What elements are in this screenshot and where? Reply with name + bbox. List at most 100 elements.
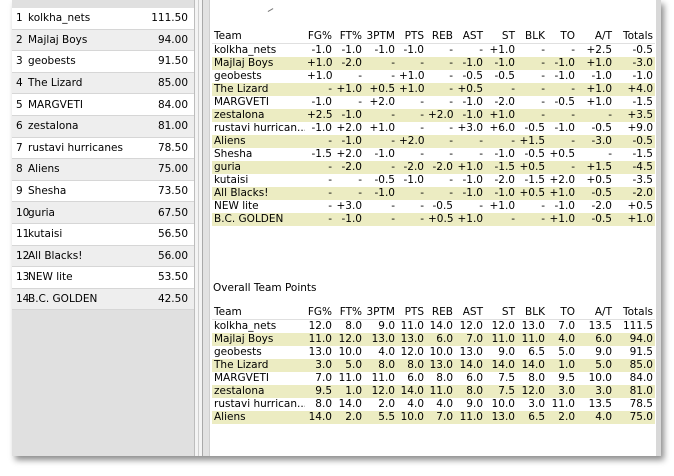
changes-value-cell: +2.0 [336, 122, 363, 134]
changes-value-cell: - [517, 83, 547, 96]
points-value-cell: 91.5 [629, 346, 653, 358]
points-value-cell: 12.0 [459, 320, 483, 332]
points-col-header[interactable]: Totals [614, 306, 655, 320]
points-col-header[interactable]: FG% [305, 306, 334, 320]
points-value-cell: 3.0 [577, 385, 614, 398]
changes-col-header[interactable]: FT% [334, 30, 364, 44]
changes-col-header[interactable]: AST [455, 30, 485, 44]
ranking-row[interactable]: 3 geobests 91.50 [12, 51, 194, 73]
ranking-row[interactable]: 13 NEW lite 53.50 [12, 267, 194, 289]
points-value-cell: 7.5 [485, 385, 517, 398]
changes-value-cell: +1.0 [399, 70, 425, 82]
ranking-row[interactable]: 7 rustavi hurricanes 78.50 [12, 137, 194, 160]
points-col-header[interactable]: A/T [577, 306, 614, 320]
points-value-cell: 4.0 [407, 398, 424, 410]
ranking-row[interactable]: 4 The Lizard 85.00 [12, 72, 194, 95]
changes-value-cell: -1.0 [632, 70, 654, 82]
points-team-cell: kolkha_nets [214, 320, 277, 332]
points-value-cell: 111.5 [622, 320, 653, 332]
changes-value-cell: -1.5 [632, 148, 654, 160]
changes-col-header[interactable]: Team [212, 30, 305, 44]
changes-row: Aliens - -1.0- +2.0- - - +1.5- -3.0 -0.5 [212, 135, 655, 148]
points-col-header[interactable]: ST [485, 306, 517, 320]
points-value-cell: 2.0 [547, 411, 577, 424]
panel-splitter[interactable] [194, 0, 203, 456]
ranking-row[interactable]: 10 guria 67.50 [12, 202, 194, 224]
ranking-row[interactable]: 6 zestalona 81.00 [12, 115, 194, 138]
points-value-cell: 6.5 [528, 346, 545, 358]
ranking-row[interactable]: 1 kolkha_nets 111.50 [12, 8, 194, 30]
changes-value-cell: - [328, 200, 332, 212]
points-value-cell: 7.5 [498, 372, 515, 384]
ranking-row[interactable]: 11 kutaisi 56.50 [12, 223, 194, 246]
changes-col-header[interactable]: FG% [305, 30, 334, 44]
changes-value-cell: - [397, 109, 426, 122]
rank-team-name: geobests [28, 55, 76, 68]
ranking-row[interactable]: 2 Majlaj Boys 94.00 [12, 29, 194, 52]
changes-value-cell: - [449, 148, 453, 160]
ranking-row[interactable]: 5 MARGVETI 84.00 [12, 94, 194, 116]
changes-value-cell: -3.0 [614, 57, 655, 70]
changes-value-cell: +1.0 [455, 213, 485, 226]
points-col-header[interactable]: TO [547, 306, 577, 320]
points-value-cell: 10.0 [429, 346, 453, 358]
changes-value-cell: +1.5 [577, 161, 614, 174]
changes-value-cell: +2.0 [549, 174, 576, 186]
changes-row: MARGVETI -1.0- +2.0- - -1.0 -2.0- -0.5 +1.0 -1.5 [212, 96, 655, 109]
points-value-cell: 11.0 [517, 333, 547, 346]
changes-value-cell: +1.0 [369, 122, 396, 134]
changes-value-cell: - [449, 96, 453, 108]
changes-value-cell: -1.0 [462, 96, 484, 108]
points-col-header[interactable]: 3PTM [364, 306, 397, 320]
changes-value-cell: +1.0 [397, 83, 426, 96]
changes-col-header[interactable]: A/T [577, 30, 614, 44]
changes-col-header[interactable]: ST [485, 30, 517, 44]
points-value-cell: 6.0 [426, 333, 455, 346]
points-value-cell: 6.0 [407, 372, 424, 384]
changes-row: geobests +1.0- - +1.0- -0.5 -0.5- -1.0 -1.0 -1.0 [212, 70, 655, 83]
changes-value-cell: - [577, 109, 614, 122]
points-value-cell: 2.0 [334, 411, 364, 424]
ranking-row[interactable]: 14 B.C. GOLDEN 42.50 [12, 288, 194, 311]
changes-value-cell: - [305, 187, 334, 200]
points-value-cell: 11.0 [371, 372, 395, 384]
points-col-header[interactable]: REB [426, 306, 455, 320]
points-value-cell: 10.0 [397, 411, 426, 424]
changes-value-cell: - [334, 187, 364, 200]
changes-value-cell: +0.5 [627, 200, 654, 212]
changes-col-header[interactable]: 3PTM [364, 30, 397, 44]
points-col-header[interactable]: AST [455, 306, 485, 320]
rank-total: 81.00 [157, 120, 188, 133]
points-value-cell: 13.0 [459, 346, 483, 358]
changes-value-cell: - [420, 148, 424, 160]
ranking-row[interactable]: 8 Aliens 75.00 [12, 159, 194, 181]
changes-value-cell: +1.0 [577, 57, 614, 70]
changes-team-cell: B.C. GOLDEN [212, 213, 305, 226]
changes-value-cell: - [391, 70, 395, 82]
points-col-header[interactable]: BLK [517, 306, 547, 320]
changes-value-cell: +1.0 [307, 70, 333, 82]
rank-team-name: Aliens [28, 163, 60, 176]
changes-value-cell: - [397, 57, 426, 70]
ranking-row[interactable]: 9 Shesha 73.50 [12, 180, 194, 203]
changes-col-header[interactable]: REB [426, 30, 455, 44]
points-value-cell: 12.0 [491, 320, 515, 332]
ranking-row[interactable]: 12 All Blacks! 56.00 [12, 245, 194, 268]
changes-value-cell: +1.0 [455, 161, 485, 174]
points-col-header[interactable]: PTS [397, 306, 426, 320]
points-col-header[interactable]: FT% [334, 306, 364, 320]
splitter-grip [198, 0, 199, 456]
points-value-cell: 5.0 [334, 359, 364, 372]
changes-col-header[interactable]: PTS [397, 30, 426, 44]
vertical-scrollbar[interactable] [656, 0, 661, 456]
rank-total: 94.00 [157, 33, 188, 46]
changes-col-header[interactable]: BLK [517, 30, 547, 44]
rank-number: 6 [16, 120, 23, 133]
points-col-header[interactable]: Team [212, 306, 305, 320]
changes-value-cell: +2.0 [369, 96, 396, 108]
points-value-cell: 14.0 [305, 411, 334, 424]
changes-value-cell: - [328, 174, 332, 186]
changes-col-header[interactable]: Totals [614, 30, 655, 44]
changes-col-header[interactable]: TO [547, 30, 577, 44]
points-team-cell: Aliens [212, 411, 305, 424]
